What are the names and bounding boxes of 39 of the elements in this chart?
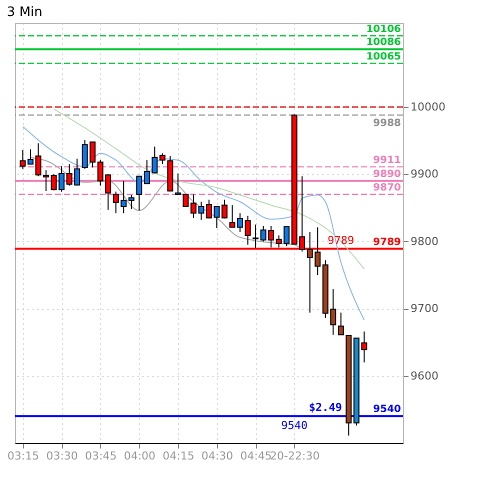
ref-line-label: 9540 xyxy=(373,404,402,416)
y-tick-label: 9800 xyxy=(410,234,438,248)
candlestick xyxy=(214,206,220,228)
x-tick-label: 03:45 xyxy=(85,450,117,462)
ref-line-label: 9890 xyxy=(373,168,402,180)
x-tick-label: 20-22:30 xyxy=(270,450,320,462)
ref-line-label: 10065 xyxy=(366,51,402,62)
candlestick xyxy=(28,148,34,165)
annotation: 9789 xyxy=(328,234,354,247)
candlestick xyxy=(159,152,166,165)
ref-line-label: 10086 xyxy=(366,37,402,48)
candlestick xyxy=(222,199,228,220)
x-tick-label: 04:30 xyxy=(201,450,234,462)
ref-line-label: 9911 xyxy=(373,154,402,166)
candlestick xyxy=(128,194,134,210)
x-tick-label: 04:45 xyxy=(240,450,272,462)
annotation: 9540 xyxy=(281,419,308,432)
line-series xyxy=(22,126,365,321)
x-tick-label: 04:15 xyxy=(162,450,194,462)
candlestick xyxy=(190,194,196,218)
chart-title: 3 Min xyxy=(6,5,42,20)
candlestick xyxy=(252,224,259,249)
ref-line-label: 9789 xyxy=(373,236,402,248)
candlestick xyxy=(136,176,142,211)
y-tick-label: 9900 xyxy=(410,168,438,181)
candlestick xyxy=(206,199,212,220)
x-tick-label: 03:30 xyxy=(46,450,78,462)
x-tick-label: 03:15 xyxy=(7,450,40,462)
ref-line-label: 9988 xyxy=(373,118,402,130)
candlestick xyxy=(198,201,204,220)
y-tick-label: 9600 xyxy=(410,369,438,382)
ref-line-label: 9870 xyxy=(373,182,402,194)
line-series xyxy=(53,108,365,270)
ref-line-label: 10106 xyxy=(366,24,402,35)
y-tick-label: 9700 xyxy=(410,302,438,316)
candlestick xyxy=(244,215,251,246)
annotation: $2.49 xyxy=(308,401,342,414)
x-tick-label: 04:00 xyxy=(124,450,156,462)
y-tick-label: 10000 xyxy=(410,100,446,114)
